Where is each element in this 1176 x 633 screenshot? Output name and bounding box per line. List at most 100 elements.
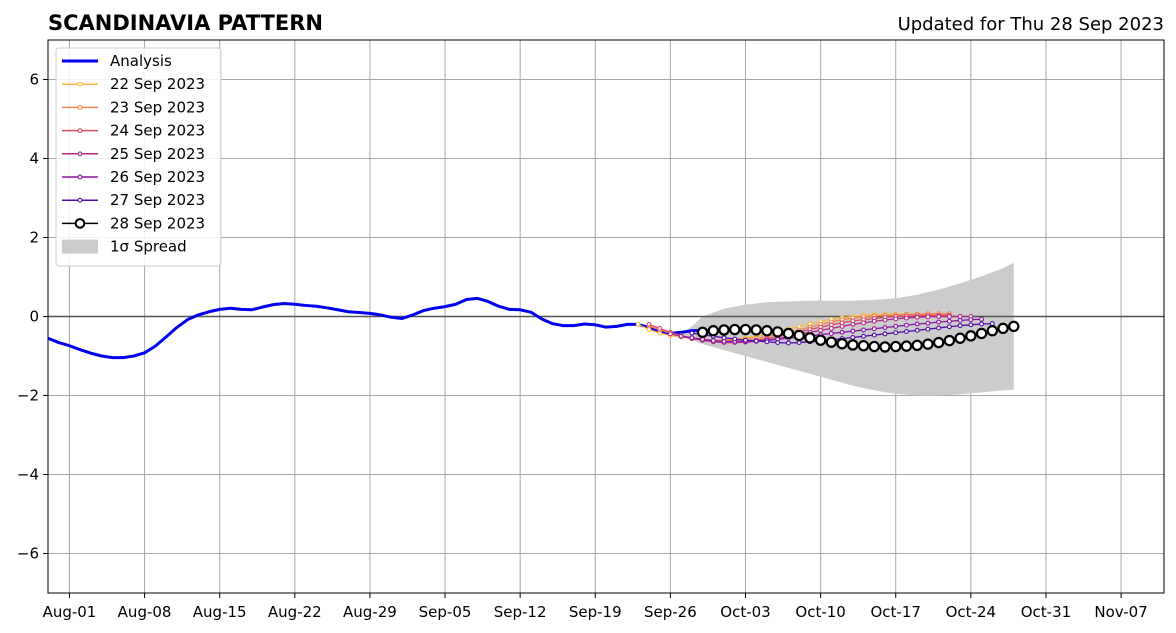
legend-marker — [77, 197, 83, 203]
legend-entry: 22 Sep 2023 — [62, 75, 205, 93]
legend-label: 23 Sep 2023 — [110, 98, 205, 116]
legend-entry: 26 Sep 2023 — [62, 168, 205, 186]
forecast-point — [914, 327, 920, 333]
forecast-point — [871, 318, 877, 324]
forecast-point — [989, 321, 995, 327]
forecast-point — [954, 332, 966, 344]
forecast-point — [729, 323, 741, 336]
y-tick-label: −2 — [17, 387, 39, 405]
forecast-point — [997, 322, 1009, 335]
forecast-point — [782, 327, 795, 340]
legend-entry: 23 Sep 2023 — [62, 98, 205, 116]
forecast-point — [893, 330, 899, 336]
forecast-point — [868, 340, 880, 353]
y-tick-label: −4 — [17, 466, 39, 484]
forecast-point — [893, 323, 899, 329]
forecast-point — [957, 318, 963, 323]
forecast-point — [785, 340, 791, 346]
x-tick-label: Oct-10 — [795, 603, 845, 621]
forecast-point — [857, 340, 870, 352]
x-tick-label: Sep-19 — [569, 603, 622, 621]
forecast-point — [689, 330, 695, 336]
forecast-point — [882, 317, 888, 323]
forecast-point — [957, 323, 963, 329]
legend-entry: 27 Sep 2023 — [62, 191, 205, 209]
forecast-point — [861, 320, 866, 326]
forecast-point — [732, 336, 738, 342]
analysis-line — [48, 296, 703, 360]
x-tick-label: Aug-01 — [43, 603, 97, 621]
forecast-point — [753, 338, 759, 344]
chart-subtitle: Updated for Thu 28 Sep 2023 — [898, 14, 1164, 35]
forecast-point — [946, 314, 952, 319]
legend-marker — [77, 104, 83, 110]
forecast-point — [804, 332, 816, 344]
legend-label: 27 Sep 2023 — [110, 191, 205, 209]
y-tick-label: 4 — [29, 150, 39, 168]
forecast-point — [850, 328, 856, 334]
legend-label: 26 Sep 2023 — [110, 168, 205, 186]
forecast-point — [986, 325, 999, 337]
forecast-point — [861, 333, 866, 339]
forecast-point — [946, 318, 952, 324]
forecast-point — [861, 327, 866, 333]
spread-band — [681, 262, 1014, 396]
forecast-point — [710, 338, 716, 344]
forecast-point — [635, 321, 641, 327]
forecast-point — [936, 319, 942, 325]
forecast-point — [904, 329, 909, 334]
x-tick-label: Nov-07 — [1094, 603, 1147, 621]
legend-marker — [77, 151, 83, 157]
x-tick-label: Oct-03 — [720, 603, 770, 621]
forecast-point — [965, 330, 977, 342]
forecast-point — [904, 322, 909, 328]
forecast-point — [911, 339, 923, 352]
forecast-point — [764, 339, 770, 345]
forecast-point — [922, 338, 934, 350]
legend-entry: Analysis — [62, 52, 172, 70]
forecast-point — [943, 334, 956, 347]
forecast-point — [771, 326, 784, 338]
forecast-point — [946, 324, 952, 330]
forecast-point — [696, 326, 709, 338]
forecast-point — [796, 340, 802, 346]
forecast-point — [936, 325, 942, 331]
forecast-point — [979, 316, 985, 322]
forecast-point — [836, 338, 848, 350]
legend-marker — [77, 128, 83, 134]
forecast-point — [700, 336, 706, 342]
forecast-point — [871, 332, 877, 338]
forecast-point — [814, 334, 827, 346]
forecast-point — [718, 324, 730, 336]
forecast-point — [882, 325, 888, 331]
x-tick-label: Sep-12 — [494, 603, 547, 621]
forecast-point — [707, 325, 720, 337]
legend-label: 25 Sep 2023 — [110, 145, 205, 163]
forecast-point — [721, 335, 727, 341]
forecast-point — [914, 314, 920, 320]
legend-label: Analysis — [110, 52, 172, 70]
legend-marker — [77, 174, 83, 180]
forecast-series — [635, 311, 1020, 353]
forecast-point — [818, 327, 824, 333]
legend-entry: 25 Sep 2023 — [62, 145, 205, 163]
forecast-point — [932, 336, 945, 349]
legend-label: 24 Sep 2023 — [110, 122, 205, 140]
spread-area — [681, 262, 1014, 396]
forecast-point — [879, 341, 891, 353]
forecast-point — [925, 326, 931, 332]
forecast-point — [743, 337, 748, 343]
forecast-point — [739, 323, 752, 336]
forecast-point — [925, 314, 931, 320]
y-tick-label: 6 — [29, 71, 39, 89]
forecast-point — [825, 336, 838, 348]
forecast-point — [979, 321, 985, 327]
legend-entry: 1σ Spread — [62, 238, 187, 256]
analysis-series — [48, 296, 703, 360]
x-tick-label: Aug-29 — [343, 603, 397, 621]
forecast-point — [936, 314, 942, 319]
forecast-point — [667, 331, 673, 337]
x-tick-label: Sep-26 — [644, 603, 697, 621]
y-axis-ticks: −6 −4 −2 0 2 4 6 — [17, 71, 48, 563]
forecast-point — [847, 339, 859, 351]
